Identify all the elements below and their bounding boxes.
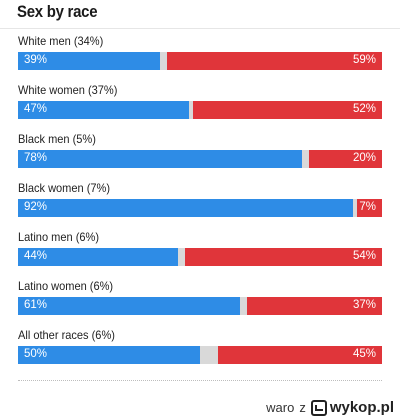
- value-label-left: 39%: [24, 54, 48, 66]
- wykop-logo: wykop.pl: [310, 399, 394, 416]
- watermark-separator: z: [299, 400, 306, 415]
- value-label-left: 92%: [24, 201, 48, 213]
- bar-segment-left: [18, 346, 200, 364]
- bar-segment-left: [18, 248, 179, 266]
- bar-row: 92% 7%: [18, 199, 382, 217]
- row-label: Black men (5%): [18, 132, 96, 146]
- value-label-left: 61%: [24, 299, 48, 311]
- row-label: Latino men (6%): [18, 230, 100, 244]
- value-label-left: 78%: [24, 152, 48, 164]
- value-label-right: 54%: [352, 250, 376, 262]
- bar-row: 44% 54%: [18, 248, 382, 266]
- bottom-divider: [18, 380, 382, 381]
- title-divider: [0, 28, 400, 29]
- watermark-user: waro: [266, 400, 295, 415]
- row-label: All other races (6%): [18, 328, 115, 342]
- value-label-right: 52%: [352, 103, 376, 115]
- bar-row: 50% 45%: [18, 346, 382, 364]
- bar-row: 78% 20%: [18, 150, 382, 168]
- value-label-right: 7%: [359, 201, 376, 213]
- value-label-right: 37%: [352, 299, 376, 311]
- value-label-left: 44%: [24, 250, 48, 262]
- bar-segment-left: [18, 150, 302, 168]
- bar-segment-right: [185, 248, 382, 266]
- wykop-logo-icon: [310, 399, 327, 416]
- bar-segment-left: [18, 199, 353, 217]
- row-label: Latino women (6%): [18, 279, 114, 293]
- value-label-right: 59%: [352, 54, 376, 66]
- bar-segment-left: [18, 52, 160, 70]
- bar-segment-right: [167, 52, 382, 70]
- row-label: White women (37%): [18, 83, 118, 97]
- watermark: waro z wykop.pl: [266, 399, 394, 416]
- value-label-left: 50%: [24, 348, 48, 360]
- value-label-right: 20%: [352, 152, 376, 164]
- watermark-site: wykop.pl: [329, 399, 394, 416]
- bar-segment-right: [192, 101, 382, 119]
- row-label: Black women (7%): [18, 181, 111, 195]
- value-label-left: 47%: [24, 103, 48, 115]
- bar-segment-right: [218, 346, 382, 364]
- value-label-right: 45%: [352, 348, 376, 360]
- bar-row: 61% 37%: [18, 297, 382, 315]
- bar-segment-right: [356, 199, 382, 217]
- bar-segment-right: [247, 297, 382, 315]
- row-label: White men (34%): [18, 34, 104, 48]
- bar-segment-left: [18, 297, 241, 315]
- bar-row: 39% 59%: [18, 52, 382, 70]
- chart-title: Sex by race: [17, 2, 98, 21]
- bar-segment-left: [18, 101, 190, 119]
- bar-row: 47% 52%: [18, 101, 382, 119]
- bar-segment-right: [309, 150, 382, 168]
